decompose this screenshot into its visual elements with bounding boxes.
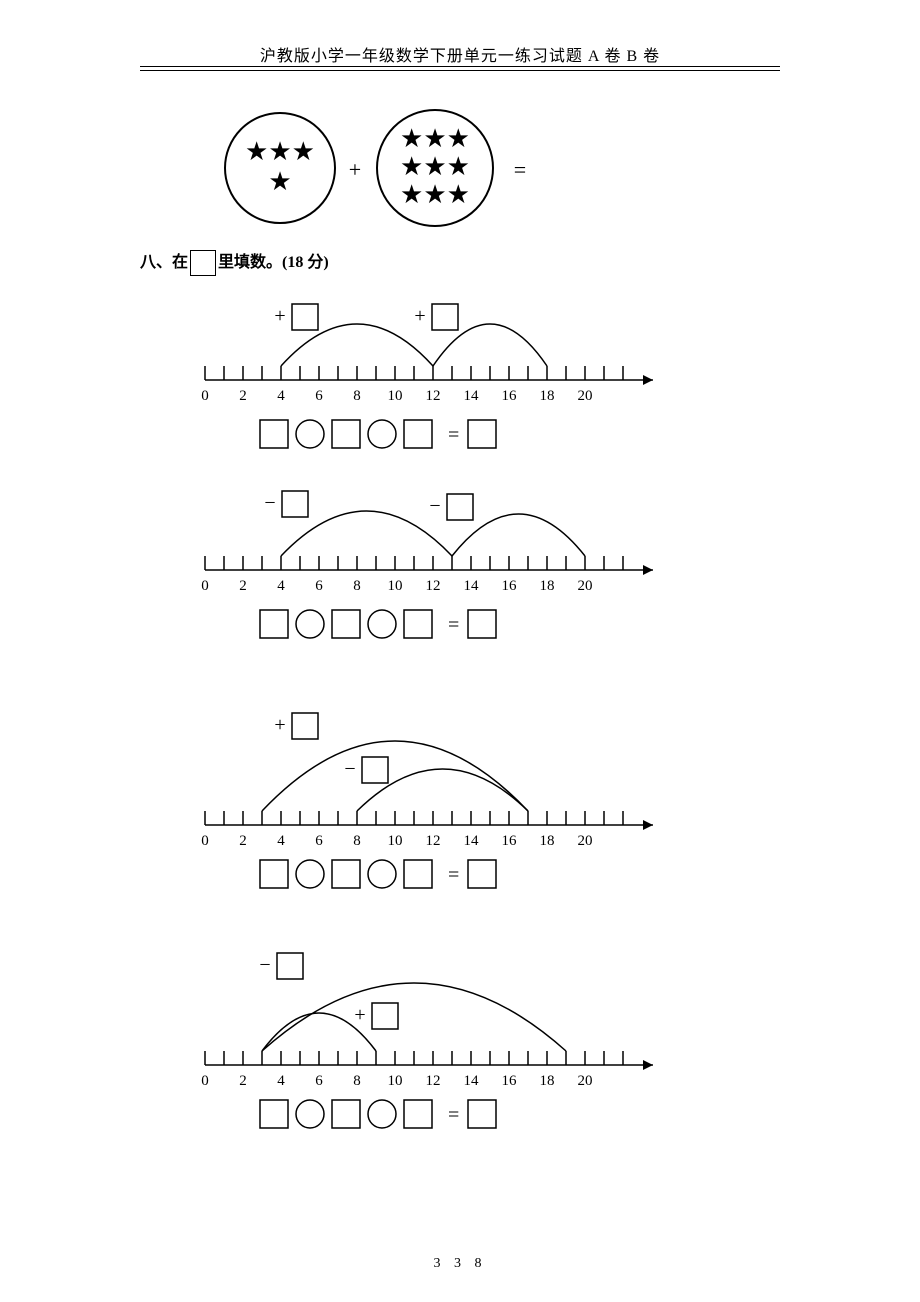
numberline-1: 0 2 4 6 8 10 12 14 16 18 20 + +: [185, 275, 705, 415]
svg-text:8: 8: [353, 388, 361, 404]
svg-text:=: =: [448, 1104, 459, 1126]
numberline-2: 0 2 4 6 8 10 12 14 16 18 20 − −: [185, 460, 705, 605]
equation-3: =: [255, 855, 635, 895]
svg-text:2: 2: [239, 578, 247, 594]
svg-text:2: 2: [239, 833, 247, 849]
svg-text:18: 18: [540, 388, 555, 404]
svg-text:+: +: [274, 714, 285, 736]
header-rule-2: [140, 70, 780, 71]
svg-text:10: 10: [388, 578, 403, 594]
equation-4: =: [255, 1095, 635, 1135]
svg-text:4: 4: [277, 1073, 285, 1089]
svg-text:4: 4: [277, 388, 285, 404]
svg-text:+: +: [274, 305, 285, 327]
svg-text:20: 20: [578, 388, 593, 404]
svg-text:18: 18: [540, 578, 555, 594]
svg-text:14: 14: [464, 1073, 480, 1089]
svg-text:4: 4: [277, 833, 285, 849]
svg-text:14: 14: [464, 833, 480, 849]
svg-text:10: 10: [388, 388, 403, 404]
q7-plus: +: [349, 157, 361, 182]
svg-text:+: +: [354, 1004, 365, 1026]
svg-text:0: 0: [201, 388, 209, 404]
q8-title-box: [190, 250, 216, 276]
svg-text:16: 16: [502, 388, 518, 404]
q7-c1-row2: ★: [268, 167, 291, 196]
equation-2: =: [255, 605, 635, 645]
svg-text:10: 10: [388, 1073, 403, 1089]
svg-text:−: −: [429, 495, 440, 517]
numberline-3: 0 2 4 6 8 10 12 14 16 18 20 + −: [185, 680, 705, 855]
page-header: 沪教版小学一年级数学下册单元一练习试题 A 卷 B 卷: [0, 42, 920, 66]
svg-text:0: 0: [201, 833, 209, 849]
svg-text:+: +: [414, 305, 425, 327]
q7-c2-row2: ★★★: [400, 152, 470, 181]
svg-text:=: =: [448, 864, 459, 886]
q7-equals: =: [514, 157, 526, 182]
svg-text:6: 6: [315, 1073, 323, 1089]
svg-text:0: 0: [201, 578, 209, 594]
q8-title: 八、在 里填数。(18 分): [140, 248, 329, 276]
svg-text:14: 14: [464, 388, 480, 404]
svg-text:0: 0: [201, 1073, 209, 1089]
svg-text:16: 16: [502, 578, 518, 594]
svg-text:=: =: [448, 614, 459, 636]
equation-1: =: [255, 415, 635, 455]
svg-text:12: 12: [426, 1073, 441, 1089]
svg-text:16: 16: [502, 833, 518, 849]
svg-text:20: 20: [578, 833, 593, 849]
svg-text:20: 20: [578, 578, 593, 594]
q7-c2-row3: ★★★: [400, 180, 470, 209]
svg-text:6: 6: [315, 578, 323, 594]
svg-text:18: 18: [540, 1073, 555, 1089]
svg-text:8: 8: [353, 578, 361, 594]
svg-text:=: =: [448, 424, 459, 446]
svg-text:12: 12: [426, 833, 441, 849]
q8-title-suffix: 里填数。(18 分): [218, 254, 329, 271]
svg-text:2: 2: [239, 1073, 247, 1089]
svg-text:−: −: [344, 758, 355, 780]
svg-text:20: 20: [578, 1073, 593, 1089]
svg-text:−: −: [264, 492, 275, 514]
header-rule-1: [140, 66, 780, 67]
svg-text:−: −: [259, 954, 270, 976]
svg-text:6: 6: [315, 388, 323, 404]
svg-text:14: 14: [464, 578, 480, 594]
q7-c2-row1: ★★★: [400, 124, 470, 153]
svg-text:12: 12: [426, 578, 441, 594]
svg-text:16: 16: [502, 1073, 518, 1089]
q7-c1-row1: ★★★: [245, 137, 315, 166]
worksheet-page: 沪教版小学一年级数学下册单元一练习试题 A 卷 B 卷 ★★★ ★ + ★★★ …: [0, 0, 920, 1302]
numberline-4: 0 2 4 6 8 10 12 14 16 18 20 − +: [185, 925, 705, 1095]
q7-figure: ★★★ ★ + ★★★ ★★★ ★★★ =: [215, 105, 615, 245]
svg-text:2: 2: [239, 388, 247, 404]
q8-title-prefix: 八、在: [140, 254, 188, 271]
svg-text:4: 4: [277, 578, 285, 594]
svg-text:10: 10: [388, 833, 403, 849]
svg-text:18: 18: [540, 833, 555, 849]
page-number: 3 3 8: [0, 1256, 920, 1272]
svg-text:12: 12: [426, 388, 441, 404]
svg-text:6: 6: [315, 833, 323, 849]
svg-text:8: 8: [353, 833, 361, 849]
svg-text:8: 8: [353, 1073, 361, 1089]
